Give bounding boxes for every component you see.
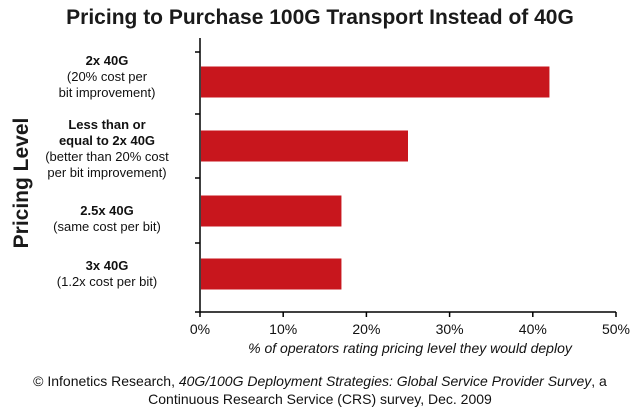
source-text: , a Continuous Research Service (CRS) su… — [148, 373, 607, 407]
x-tick-label: 0% — [190, 321, 210, 337]
category-label-line: (1.2x cost per bit) — [56, 274, 158, 289]
category-label-2x-40g: 2x 40G (20% cost per bit improvement) — [22, 53, 192, 101]
category-label-line: (20% cost per — [66, 69, 148, 84]
x-tick-label: 50% — [602, 321, 630, 337]
category-label-line: Less than or — [68, 117, 146, 132]
x-tick-label: 20% — [352, 321, 380, 337]
category-label-3x-40g: 3x 40G (1.2x cost per bit) — [22, 258, 192, 290]
bar — [201, 66, 550, 98]
bar — [201, 130, 408, 162]
bar — [201, 258, 342, 290]
x-tick-label: 30% — [436, 321, 464, 337]
x-tick-label: 10% — [269, 321, 297, 337]
bar — [201, 195, 342, 227]
category-label-line: (same cost per bit) — [53, 219, 161, 234]
category-label-line: 2x 40G — [85, 53, 129, 68]
category-label-less-or-equal-2x-40g: Less than or equal to 2x 40G (better tha… — [22, 117, 192, 181]
category-label-line: (better than 20% cost — [45, 149, 169, 164]
source-report-title: 40G/100G Deployment Strategies: Global S… — [178, 373, 592, 389]
x-axis-label: % of operators rating pricing level they… — [248, 340, 572, 356]
category-label-2-5x-40g: 2.5x 40G (same cost per bit) — [22, 203, 192, 235]
category-label-line: 3x 40G — [85, 258, 129, 273]
category-label-line: bit improvement) — [58, 85, 156, 100]
source-text: © Infonetics Research, — [33, 373, 179, 389]
category-label-line: per bit improvement) — [47, 165, 167, 180]
x-tick-label: 40% — [519, 321, 547, 337]
category-label-line: 2.5x 40G — [80, 203, 134, 218]
source-citation: © Infonetics Research, 40G/100G Deployme… — [0, 372, 640, 408]
chart-title: Pricing to Purchase 100G Transport Inste… — [66, 6, 574, 29]
category-label-line: equal to 2x 40G — [58, 133, 156, 148]
